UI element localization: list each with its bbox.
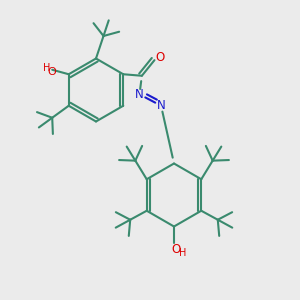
Text: H: H bbox=[179, 248, 186, 258]
Text: N: N bbox=[135, 88, 144, 101]
Text: N: N bbox=[157, 99, 166, 112]
Text: H: H bbox=[44, 63, 51, 73]
Text: O: O bbox=[155, 51, 164, 64]
Text: O: O bbox=[171, 243, 180, 256]
Text: O: O bbox=[48, 67, 57, 77]
